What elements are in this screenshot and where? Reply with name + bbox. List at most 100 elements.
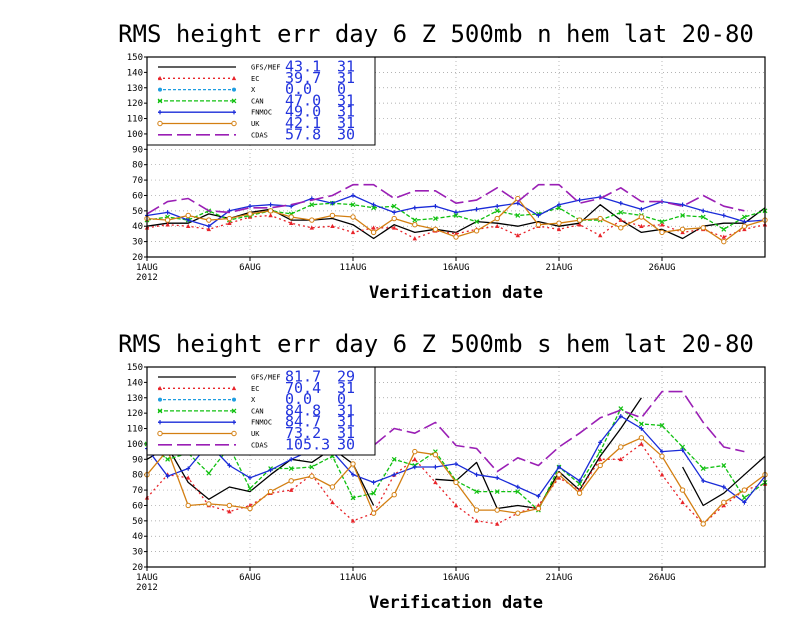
legend-marker — [231, 75, 237, 81]
data-point-uk — [638, 435, 645, 441]
data-point-can — [288, 466, 294, 471]
x-tick-label: 1AUG — [136, 573, 158, 583]
data-point-ec — [742, 226, 747, 232]
data-point-can — [474, 489, 480, 495]
panel-southern-hemisphere: RMS height err day 6 Z 500mb s hem lat 2… — [118, 330, 768, 613]
data-point-uk — [576, 490, 583, 496]
data-point-fnmoc — [412, 464, 417, 470]
series-group — [144, 389, 768, 527]
plot-frame — [146, 56, 766, 258]
legend-mean: 49.0 — [285, 103, 321, 121]
data-point-uk — [494, 507, 500, 513]
legend-item-can: CAN 47.0 31 — [157, 91, 355, 109]
y-tick-label: 60 — [132, 501, 143, 511]
data-point-fnmoc — [742, 500, 747, 505]
data-point-ec — [680, 229, 685, 235]
data-point-can — [741, 214, 747, 220]
legend-item-cdas: CDAS 105.3 30 — [158, 435, 355, 453]
series-cdas — [146, 183, 745, 215]
data-point-fnmoc — [433, 464, 438, 470]
data-point-ec — [639, 441, 644, 446]
data-point-ec — [433, 479, 438, 485]
legend-mean: 42.1 — [285, 114, 321, 132]
legend-item-fnmoc: FNMOC 84.7 31 — [158, 413, 355, 431]
data-point-fnmoc — [536, 494, 541, 499]
data-point-fnmoc — [618, 414, 623, 419]
data-point-uk — [164, 217, 171, 223]
y-tick-label: 20 — [132, 253, 143, 263]
data-point-fnmoc — [474, 472, 479, 477]
legend-mean: 84.8 — [285, 401, 321, 419]
data-point-uk — [618, 225, 624, 231]
y-tick-label: 40 — [132, 532, 143, 542]
legend-count: 30 — [337, 435, 355, 453]
legend-item-x: X 0.0 0 — [158, 390, 346, 408]
data-point-uk — [576, 217, 583, 223]
y-tick-label: 80 — [132, 471, 143, 481]
y-tick-label: 140 — [127, 68, 143, 78]
data-point-fnmoc — [186, 217, 191, 223]
legend-marker — [231, 408, 237, 414]
data-point-uk — [597, 462, 603, 469]
data-point-uk — [185, 502, 191, 509]
data-point-ec — [474, 518, 479, 523]
data-point-uk — [309, 473, 315, 479]
data-point-can — [741, 495, 747, 501]
y-tick-label: 70 — [132, 176, 143, 186]
data-point-ec — [206, 226, 211, 232]
legend-mean: 0.0 — [285, 390, 312, 408]
legend-name: EC — [251, 385, 259, 393]
data-point-uk — [473, 507, 480, 513]
x-tick-label: 16AUG — [442, 573, 469, 583]
data-point-uk — [453, 234, 459, 240]
legend-item-cdas: CDAS 57.8 30 — [158, 125, 355, 143]
data-point-can — [515, 213, 521, 218]
data-point-ec — [659, 472, 665, 477]
data-point-fnmoc — [577, 197, 582, 203]
data-point-uk — [659, 229, 665, 236]
data-point-fnmoc — [351, 193, 355, 198]
data-point-can — [721, 463, 727, 468]
data-point-can — [515, 489, 521, 495]
data-point-fnmoc — [680, 447, 685, 453]
legend-item-ec: EC 70.4 31 — [157, 379, 355, 397]
legend-item-ec: EC 39.7 31 — [157, 69, 355, 87]
data-point-uk — [659, 453, 665, 459]
data-point-uk — [741, 223, 748, 229]
data-point-uk — [453, 479, 459, 486]
data-point-uk — [535, 505, 542, 512]
data-point-can — [453, 213, 459, 218]
data-point-uk — [556, 471, 562, 478]
y-tick-label: 50 — [132, 517, 143, 527]
legend-name: GFS/MEF — [251, 64, 281, 72]
data-point-can — [206, 470, 212, 476]
data-point-fnmoc — [289, 457, 294, 462]
legend-name: FNMOC — [251, 419, 272, 427]
legend-count: 31 — [337, 103, 355, 121]
data-point-ec — [515, 233, 520, 238]
data-point-can — [391, 456, 397, 462]
data-point-fnmoc — [515, 484, 520, 490]
data-point-fnmoc — [680, 202, 685, 207]
data-point-uk — [412, 221, 418, 228]
y-tick-label: 50 — [132, 207, 143, 217]
data-point-ec — [721, 234, 726, 239]
data-point-uk — [247, 211, 253, 217]
data-point-fnmoc — [660, 449, 664, 454]
data-point-uk — [288, 478, 294, 484]
x-tick-label: 16AUG — [442, 263, 469, 273]
data-point-uk — [473, 228, 480, 234]
data-point-fnmoc — [454, 461, 458, 467]
data-point-ec — [721, 503, 726, 508]
y-axis: 20 30 40 50 60 70 80 90 100 110 120 130 140 150 — [127, 363, 147, 573]
legend-name: UK — [251, 430, 260, 438]
data-point-uk — [556, 220, 562, 226]
legend-item-uk: UK 73.2 31 — [157, 424, 355, 442]
data-point-can — [494, 489, 500, 495]
legend-count: 0 — [337, 80, 346, 98]
legend-marker — [157, 98, 163, 104]
y-tick-label: 130 — [127, 84, 143, 94]
data-point-can — [247, 486, 253, 491]
data-point-can — [391, 203, 397, 209]
